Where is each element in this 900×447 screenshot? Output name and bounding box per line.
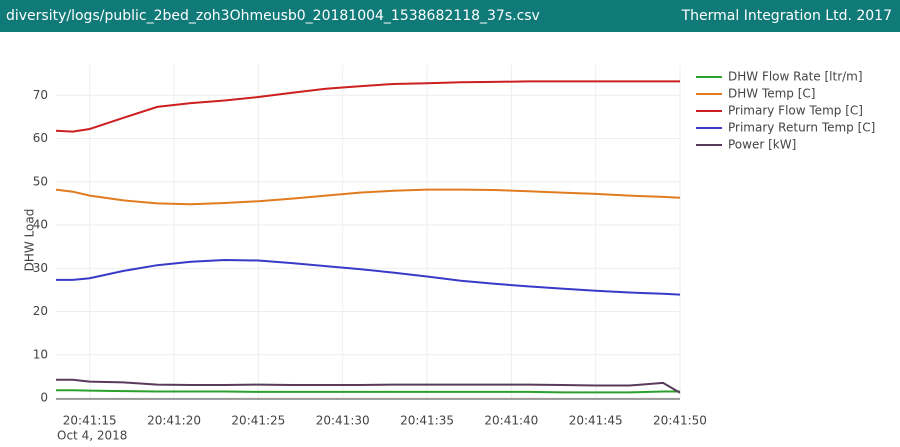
x-tick-label: 20:41:25 xyxy=(231,414,285,428)
legend-label: DHW Temp [C] xyxy=(728,87,815,101)
x-tick-label: 20:41:35 xyxy=(400,414,454,428)
y-tick-label: 40 xyxy=(33,218,48,232)
x-tick-label: 20:41:50 xyxy=(653,414,707,428)
x-tick-label: 20:41:15 xyxy=(63,414,117,428)
y-tick-label: 50 xyxy=(33,174,48,188)
x-tick-label: 20:41:30 xyxy=(316,414,370,428)
series-line xyxy=(55,188,681,206)
y-tick-label: 70 xyxy=(33,88,48,102)
chart: DHW Load Oct 4, 2018 0 10 20 30 40 50 60 70 20:4… xyxy=(23,65,875,443)
y-tick-label: 10 xyxy=(33,347,48,361)
x-tick-label: 20:41:45 xyxy=(569,414,623,428)
legend-label: Power [kW] xyxy=(728,138,796,152)
legend-label: DHW Flow Rate [ltr/m] xyxy=(728,70,863,84)
y-tick-label: 0 xyxy=(40,391,48,405)
file-name: diversity/logs/public_2bed_zoh3Ohmeusb0_… xyxy=(6,8,540,24)
y-tick-label: 30 xyxy=(33,261,48,275)
series-line xyxy=(56,378,681,394)
series-line xyxy=(56,258,681,296)
legend-label: Primary Return Temp [C] xyxy=(728,121,875,135)
legend-label: Primary Flow Temp [C] xyxy=(728,104,863,118)
header-bar: diversity/logs/public_2bed_zoh3Ohmeusb0_… xyxy=(0,0,900,32)
company: Thermal Integration Ltd. 2017 xyxy=(681,8,892,24)
y-tick-label: 20 xyxy=(33,304,48,318)
series-line xyxy=(56,389,680,394)
y-axis-title: DHW Load xyxy=(23,209,37,272)
y-tick-label: 60 xyxy=(33,131,48,145)
x-date-label: Oct 4, 2018 xyxy=(57,429,127,443)
series-line xyxy=(55,80,680,133)
x-tick-label: 20:41:40 xyxy=(484,414,538,428)
x-tick-label: 20:41:20 xyxy=(147,414,201,428)
